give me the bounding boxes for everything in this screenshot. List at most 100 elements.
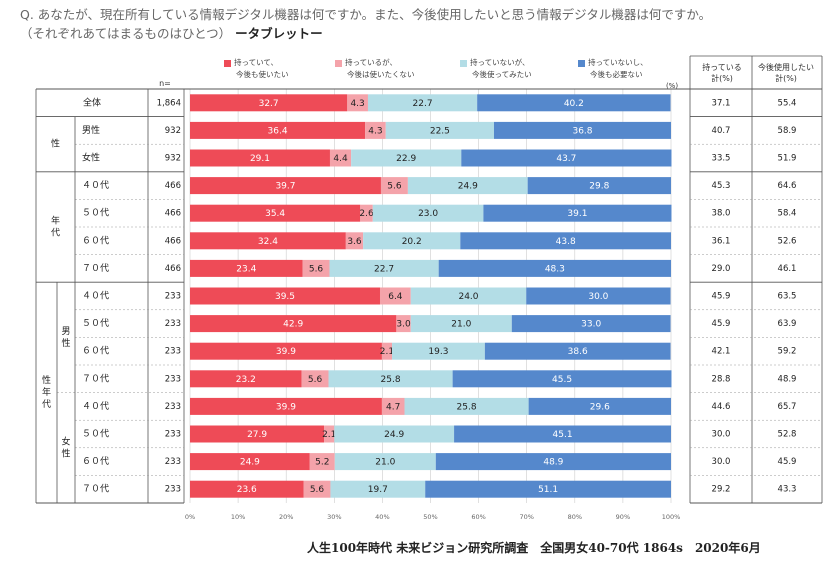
- bar-value-label: 42.9: [283, 320, 303, 330]
- want-total-value: 48.9: [778, 374, 797, 384]
- want-total-value: 63.5: [778, 292, 797, 302]
- bar-segment: [301, 370, 329, 388]
- bar-segment: [425, 480, 671, 498]
- bar-value-label: 33.0: [581, 320, 601, 330]
- bar-segment: [410, 315, 512, 333]
- question-instruction: （それぞれあてはまるものはひとつ）: [20, 26, 232, 41]
- bar-value-label: 4.3: [350, 99, 364, 109]
- x-tick-label: 20%: [279, 513, 293, 521]
- question-line-1: Q. あなたが、現在所有している情報デジタル機器は何ですか。また、今後使用したい…: [20, 7, 712, 22]
- bar-segment: [190, 397, 382, 415]
- bar-value-label: 24.9: [384, 430, 404, 440]
- row-n-value: 233: [165, 485, 181, 495]
- bar-segment: [460, 232, 671, 250]
- legend-label-sub: 今後も使いたい: [236, 70, 289, 79]
- row-label: ４０代: [82, 180, 109, 191]
- bar-segment: [452, 370, 672, 388]
- row-n-value: 466: [165, 236, 181, 246]
- legend-label-sub: 今後は使いたくない: [347, 70, 415, 79]
- owned-total-value: 29.0: [712, 264, 731, 274]
- legend-swatch: [335, 59, 342, 67]
- row-n-value: 466: [165, 209, 181, 219]
- subgroup-label: 女: [61, 435, 70, 447]
- want-total-value: 52.8: [778, 430, 797, 440]
- bar-value-label: 5.6: [310, 485, 325, 495]
- bar-segment: [404, 397, 529, 415]
- bar-segment: [435, 453, 671, 471]
- x-tick-label: 50%: [423, 513, 437, 521]
- bar-segment: [190, 453, 310, 471]
- legend-swatch: [578, 59, 585, 67]
- x-tick-label: 70%: [519, 513, 533, 521]
- want-total-value: 45.9: [778, 457, 797, 467]
- bar-value-label: 2.1: [380, 347, 394, 357]
- row-label: ５０代: [82, 208, 109, 219]
- bar-segment: [360, 204, 373, 222]
- bar-value-label: 24.0: [458, 292, 478, 302]
- row-n-value: 233: [165, 457, 181, 467]
- bar-value-label: 39.9: [276, 402, 296, 412]
- bar-segment: [493, 121, 671, 139]
- owned-total-value: 30.0: [712, 457, 731, 467]
- row-label: ６０代: [82, 456, 109, 467]
- bar-segment: [380, 177, 408, 195]
- bar-value-label: 24.9: [240, 458, 260, 468]
- owned-total-value: 29.2: [712, 485, 731, 495]
- want-total-value: 64.6: [778, 181, 797, 191]
- bar-value-label: 27.9: [247, 430, 267, 440]
- group-label: 年: [51, 215, 60, 227]
- n-header: n=: [159, 79, 171, 88]
- legend-label-sub: 今後使ってみたい: [472, 70, 532, 79]
- want-total-value: 52.6: [778, 236, 797, 246]
- bar-value-label: 5.2: [315, 458, 329, 468]
- bar-value-label: 29.8: [589, 182, 609, 192]
- bar-segment: [190, 480, 304, 498]
- owned-total-value: 37.1: [712, 98, 731, 108]
- bar-value-label: 51.1: [538, 485, 558, 495]
- x-tick-label: 80%: [568, 513, 582, 521]
- want-total-value: 58.4: [778, 209, 797, 219]
- want-total-value: 59.2: [778, 347, 797, 357]
- bar-value-label: 30.0: [588, 292, 608, 302]
- bar-value-label: 48.3: [545, 264, 565, 274]
- legend-item-3: 持っていないが、 今後使ってみたい: [460, 57, 532, 81]
- want-total-value: 46.1: [778, 264, 797, 274]
- bar-value-label: 29.1: [250, 154, 270, 164]
- subgroup-label: 性: [61, 447, 70, 459]
- owned-total-value: 45.3: [712, 181, 731, 191]
- bar-value-label: 23.0: [418, 209, 438, 219]
- bar-value-label: 43.7: [556, 154, 576, 164]
- x-tick-label: 10%: [231, 513, 245, 521]
- bar-segment: [324, 425, 335, 443]
- bar-segment: [190, 121, 366, 139]
- bar-value-label: 43.8: [556, 237, 576, 247]
- row-n-value: 233: [165, 292, 181, 302]
- bar-segment: [190, 425, 325, 443]
- row-n-value: 233: [165, 402, 181, 412]
- bar-segment: [328, 370, 453, 388]
- owned-total-value: 45.9: [712, 319, 731, 329]
- bar-segment: [381, 342, 393, 360]
- question-item: ータブレットー: [235, 26, 323, 41]
- owned-total-value: 33.5: [712, 154, 731, 164]
- bar-segment: [379, 287, 411, 305]
- bar-segment: [365, 121, 386, 139]
- bar-value-label: 48.9: [543, 458, 563, 468]
- bar-value-label: 2.6: [359, 209, 374, 219]
- bar-segment: [190, 315, 397, 333]
- bar-value-label: 25.8: [457, 402, 477, 412]
- bar-segment: [351, 149, 462, 167]
- bar-segment: [330, 480, 426, 498]
- row-label: 全体: [83, 96, 101, 108]
- owned-total-value: 28.8: [712, 374, 731, 384]
- bar-value-label: 23.6: [237, 485, 257, 495]
- bar-segment: [190, 232, 346, 250]
- x-tick-label: 40%: [375, 513, 389, 521]
- row-label: ７０代: [82, 263, 109, 274]
- bar-segment: [528, 397, 671, 415]
- bar-value-label: 4.4: [333, 154, 348, 164]
- owned-total-value: 44.6: [712, 402, 731, 412]
- legend-label: 持っていて、: [234, 58, 279, 67]
- bar-segment: [334, 425, 455, 443]
- bar-value-label: 45.5: [552, 375, 572, 385]
